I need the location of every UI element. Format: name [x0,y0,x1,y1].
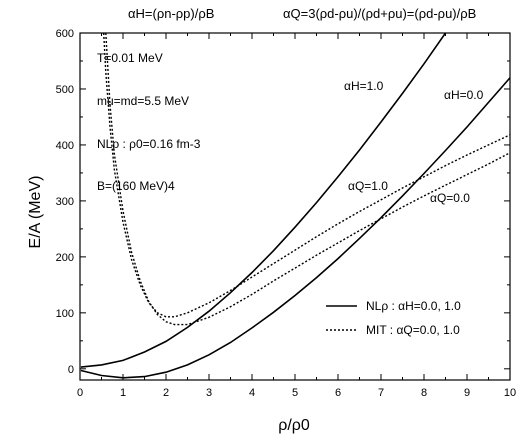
x-tick-label: 6 [335,387,341,399]
y-axis-title: E/A (MeV) [27,176,44,249]
y-tick-label: 300 [56,196,74,208]
legend-solid-label: NLρ : αH=0.0, 1.0 [366,299,461,313]
x-tick-label: 2 [163,387,169,399]
curve-label-alpha-q-1: αQ=1.0 [348,179,388,193]
header-alpha-h-definition: αH=(ρn-ρp)/ρB [128,6,214,21]
header-alpha-q-definition: αQ=3(ρd-ρu)/(ρd+ρu)=(ρd-ρu)/ρB [283,6,476,21]
series-line-dotted-q0-0 [105,33,510,326]
annotation-quark-masses: mu=md=5.5 MeV [97,94,189,108]
annotation-temperature: T=0.01 MeV [97,51,163,65]
series-line-solid-h1-0 [80,33,447,368]
series-line-dotted-q1-0 [103,33,510,318]
curves-group [80,33,510,379]
y-tick-label: 400 [56,140,74,152]
curve-label-alpha-q-0: αQ=0.0 [430,191,470,205]
x-tick-label: 5 [292,387,298,399]
annotation-saturation-density: NLρ : ρ0=0.16 fm-3 [97,137,201,151]
curve-label-alpha-h-0: αH=0.0 [444,88,484,102]
x-tick-label: 3 [206,387,212,399]
legend-dotted-label: MIT : αQ=0.0, 1.0 [366,323,460,337]
annotation-bag-constant: B=(160 MeV)4 [97,179,175,193]
y-tick-label: 100 [56,308,74,320]
y-tick-label: 500 [56,84,74,96]
y-tick-label: 600 [56,28,74,40]
x-axis-title: ρ/ρ0 [278,417,310,434]
x-tick-label: 0 [77,387,83,399]
x-tick-label: 10 [504,387,516,399]
x-tick-label: 9 [464,387,470,399]
x-tick-label: 1 [120,387,126,399]
series-line-solid-h0-0 [80,77,510,379]
y-tick-label: 200 [56,252,74,264]
axis-ticks [79,32,511,380]
x-tick-label: 7 [378,387,384,399]
x-tick-label: 4 [249,387,255,399]
curve-label-alpha-h-1: αH=1.0 [344,79,384,93]
x-tick-label: 8 [421,387,427,399]
legend: NLρ : αH=0.0, 1.0 MIT : αQ=0.0, 1.0 [326,299,461,337]
y-tick-label: 0 [68,364,74,376]
